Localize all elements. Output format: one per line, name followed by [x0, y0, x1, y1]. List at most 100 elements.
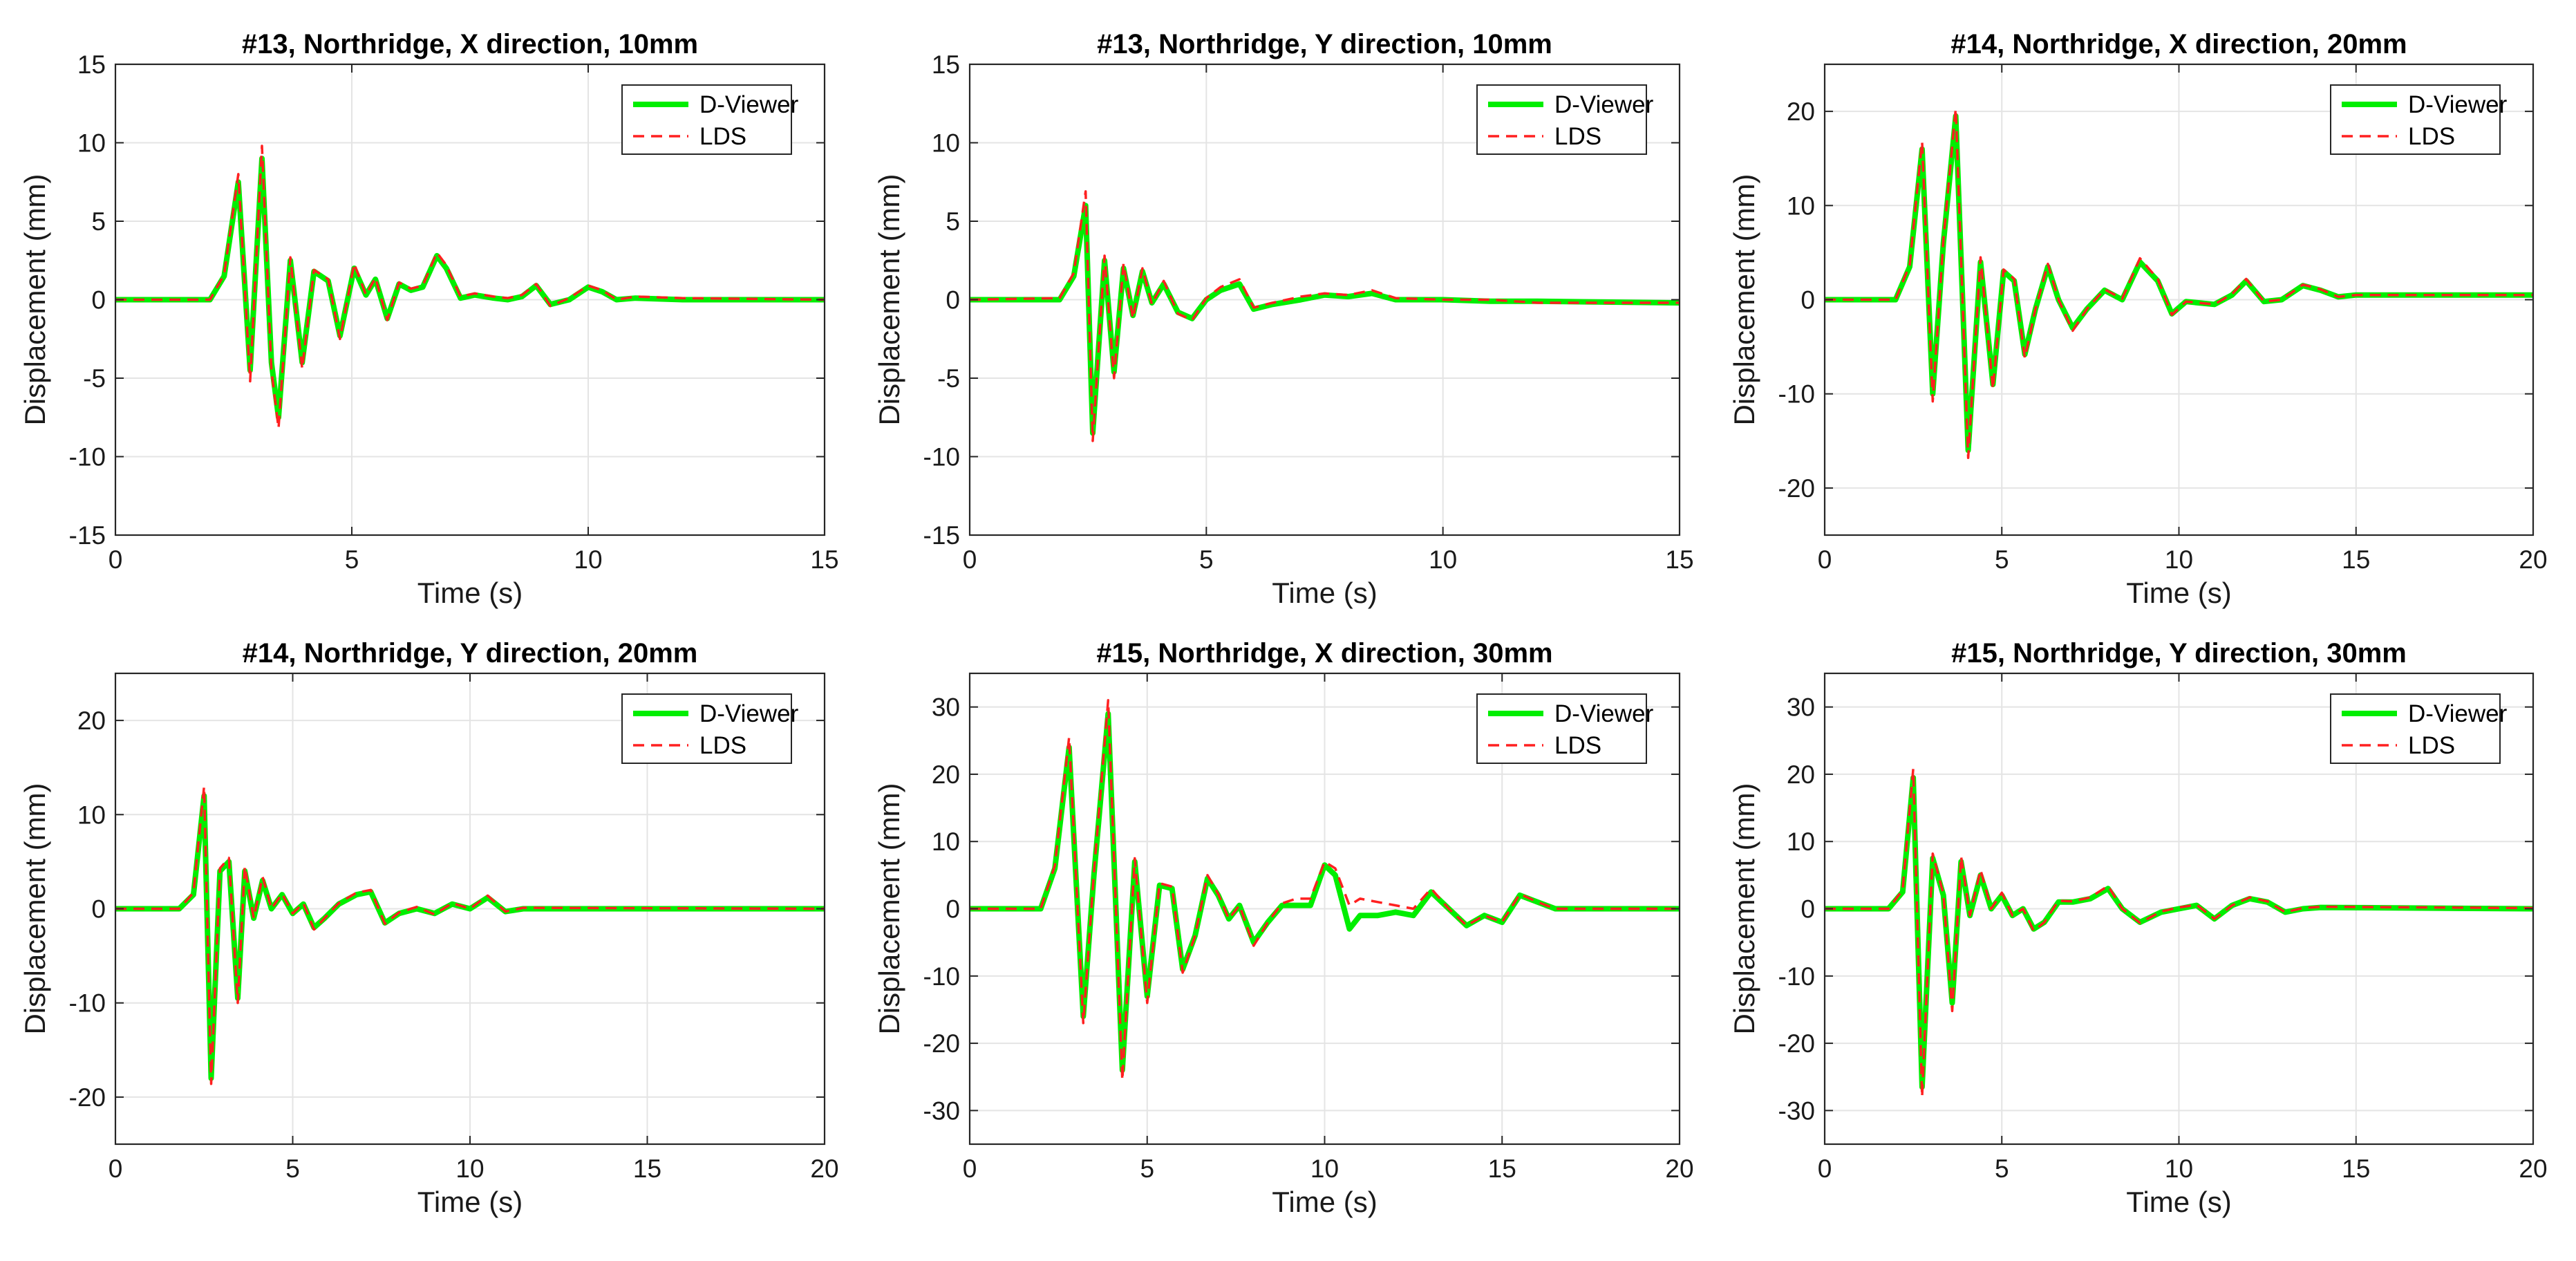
y-tick-label: -20 — [923, 1029, 960, 1058]
y-tick-label: -15 — [923, 521, 960, 550]
x-tick-label: 0 — [1818, 1155, 1832, 1183]
legend: D-Viewer LDS — [621, 693, 799, 764]
y-tick-label: 10 — [1787, 828, 1815, 856]
y-tick-label: 30 — [932, 693, 960, 722]
x-tick-label: 0 — [109, 1155, 123, 1183]
series-line-lds — [115, 785, 825, 1085]
y-tick-label: -20 — [69, 1083, 106, 1112]
x-tick-label: 15 — [633, 1155, 661, 1183]
y-tick-label: 10 — [77, 801, 106, 829]
y-axis-label: Displacement (mm) — [1728, 174, 1760, 425]
legend-label: LDS — [1554, 123, 1601, 150]
x-tick-label: 5 — [1140, 1155, 1154, 1183]
x-tick-label: 0 — [963, 1155, 977, 1183]
chart-title: #14, Northridge, X direction, 20mm — [1950, 29, 2407, 59]
chart-panel: 0 5 10 15 20 -20 -10 0 10 20 #14, Northridge, Y di… — [19, 638, 839, 1218]
legend-box — [2330, 693, 2501, 764]
legend: D-Viewer LDS — [2330, 84, 2508, 155]
x-axis-label: Time (s) — [1272, 1186, 1377, 1218]
legend-label: D-Viewer — [2408, 91, 2508, 118]
legend-label: LDS — [2408, 732, 2455, 759]
y-tick-label: -30 — [1778, 1096, 1815, 1125]
x-tick-label: 20 — [810, 1155, 838, 1183]
y-tick-label: -20 — [1778, 474, 1815, 503]
y-tick-label: -10 — [69, 989, 106, 1018]
legend-box — [1476, 693, 1647, 764]
x-tick-label: 5 — [345, 545, 359, 574]
y-tick-label: 0 — [1801, 895, 1815, 924]
y-tick-label: 15 — [932, 50, 960, 79]
legend-label: LDS — [699, 732, 746, 759]
y-tick-label: 20 — [77, 707, 106, 735]
y-tick-label: 10 — [932, 828, 960, 856]
y-tick-label: -10 — [1778, 380, 1815, 409]
chart-panel: 0 5 10 15 -15 -10 -5 0 5 10 15 #13, Northridge, X d… — [19, 29, 839, 609]
y-tick-label: 20 — [1787, 97, 1815, 126]
legend-label: D-Viewer — [1554, 700, 1654, 727]
y-tick-label: 20 — [932, 760, 960, 789]
y-tick-label: 0 — [91, 895, 106, 924]
legend-box — [1476, 84, 1647, 155]
y-tick-label: 5 — [91, 207, 106, 236]
chart-title: #13, Northridge, Y direction, 10mm — [1097, 29, 1552, 59]
x-tick-label: 15 — [2342, 545, 2370, 574]
chart-title: #15, Northridge, X direction, 30mm — [1096, 638, 1552, 669]
x-tick-label: 5 — [1995, 545, 2009, 574]
x-tick-label: 20 — [2519, 545, 2547, 574]
chart-panel: 0 5 10 15 20 -30 -20 -10 0 10 20 30 #15, Northridge,… — [1728, 638, 2548, 1218]
y-axis-label: Displacement (mm) — [19, 174, 51, 425]
y-tick-label: 10 — [932, 129, 960, 158]
x-tick-label: 10 — [2165, 1155, 2193, 1183]
chart-title: #14, Northridge, Y direction, 20mm — [243, 638, 698, 669]
y-axis-label: Displacement (mm) — [873, 174, 905, 425]
y-axis-label: Displacement (mm) — [1728, 783, 1760, 1034]
legend: D-Viewer LDS — [621, 84, 799, 155]
legend-label: D-Viewer — [699, 700, 799, 727]
y-tick-label: 5 — [946, 207, 960, 236]
series-line-lds — [1825, 767, 2533, 1099]
y-tick-label: 0 — [946, 895, 960, 924]
x-tick-label: 5 — [285, 1155, 300, 1183]
x-tick-label: 20 — [2519, 1155, 2547, 1183]
x-tick-label: 10 — [2165, 545, 2193, 574]
legend-box — [621, 84, 792, 155]
chart-title: #15, Northridge, Y direction, 30mm — [1951, 638, 2407, 669]
legend-label: D-Viewer — [1554, 91, 1654, 118]
series-line-lds — [970, 190, 1680, 442]
y-tick-label: -10 — [69, 443, 106, 471]
x-axis-label: Time (s) — [417, 577, 523, 609]
legend-label: LDS — [2408, 123, 2455, 150]
y-tick-label: 10 — [1787, 192, 1815, 220]
x-tick-label: 20 — [1665, 1155, 1693, 1183]
chart-panel: 0 5 10 15 -15 -10 -5 0 5 10 15 #13, Northridge, Y d… — [873, 29, 1694, 609]
y-tick-label: -30 — [923, 1096, 960, 1125]
y-tick-label: 15 — [77, 50, 106, 79]
legend-box — [2330, 84, 2501, 155]
y-tick-label: 20 — [1787, 760, 1815, 789]
x-tick-label: 15 — [2342, 1155, 2370, 1183]
legend: D-Viewer LDS — [2330, 693, 2508, 764]
series-line-lds — [1825, 107, 2533, 460]
legend-label: D-Viewer — [699, 91, 799, 118]
x-axis-label: Time (s) — [2126, 1186, 2231, 1218]
legend-label: D-Viewer — [2408, 700, 2508, 727]
legend: D-Viewer LDS — [1476, 693, 1654, 764]
x-tick-label: 0 — [963, 545, 977, 574]
chart-panel: 0 5 10 15 20 -20 -10 0 10 20 #14, Northridge, X di… — [1728, 29, 2548, 609]
series-line-lds — [115, 144, 825, 430]
x-axis-label: Time (s) — [1272, 577, 1377, 609]
y-tick-label: -5 — [83, 364, 106, 393]
x-tick-label: 15 — [1488, 1155, 1516, 1183]
y-tick-label: 0 — [946, 286, 960, 315]
x-tick-label: 0 — [1818, 545, 1832, 574]
x-tick-label: 0 — [109, 545, 123, 574]
x-tick-label: 5 — [1995, 1155, 2009, 1183]
series-line-lds — [970, 699, 1680, 1082]
x-tick-label: 10 — [455, 1155, 484, 1183]
x-tick-label: 5 — [1199, 545, 1214, 574]
x-axis-label: Time (s) — [417, 1186, 523, 1218]
x-tick-label: 15 — [1665, 545, 1693, 574]
chart-title: #13, Northridge, X direction, 10mm — [242, 29, 698, 59]
legend: D-Viewer LDS — [1476, 84, 1654, 155]
